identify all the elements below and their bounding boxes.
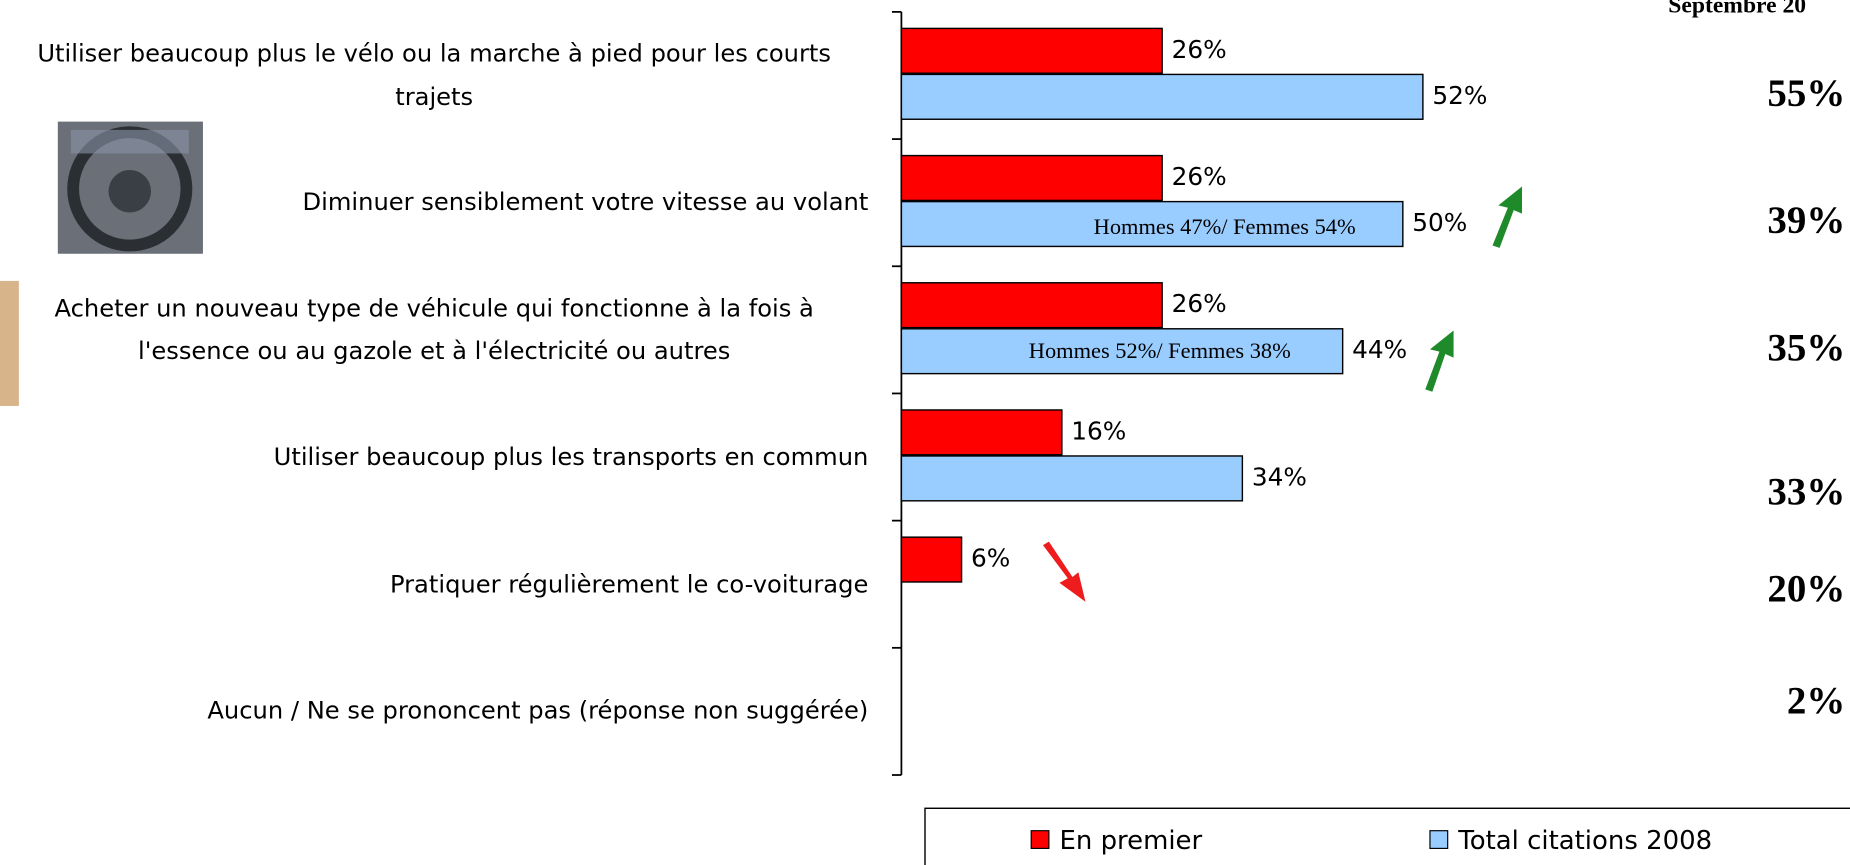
value-label: 6% bbox=[971, 544, 1010, 573]
category-label-wrap: Pratiquer régulièrement le co-voiturage bbox=[0, 521, 880, 648]
category-label-box: Aucun / Ne se prononcent pas (réponse no… bbox=[0, 648, 880, 775]
bar bbox=[901, 74, 1422, 119]
comparison-value: 39% bbox=[1767, 199, 1845, 242]
bar bbox=[901, 537, 961, 582]
category-label-wrap: Diminuer sensiblement votre vitesse au v… bbox=[0, 139, 880, 266]
value-label: 26% bbox=[1172, 35, 1227, 64]
category-label: Pratiquer régulièrement le co-voiturage bbox=[390, 562, 880, 606]
bar bbox=[901, 410, 1061, 455]
value-label: 44% bbox=[1352, 335, 1407, 364]
legend-swatch bbox=[1430, 831, 1448, 849]
bar bbox=[901, 28, 1162, 73]
value-label: 52% bbox=[1432, 81, 1487, 110]
category-label: Utiliser beaucoup plus le vélo ou la mar… bbox=[0, 32, 880, 119]
legend-label: Total citations 2008 bbox=[1457, 826, 1712, 856]
bar bbox=[901, 283, 1162, 328]
category-label-wrap: Acheter un nouveau type de véhicule qui … bbox=[0, 266, 880, 393]
category-label: Utiliser beaucoup plus les transports en… bbox=[274, 435, 881, 479]
category-label-wrap: Utiliser beaucoup plus les transports en… bbox=[0, 393, 880, 520]
bar bbox=[901, 156, 1162, 201]
category-label-box: Pratiquer régulièrement le co-voiturage bbox=[0, 521, 880, 648]
category-label: Acheter un nouveau type de véhicule qui … bbox=[0, 286, 880, 373]
value-label: 26% bbox=[1172, 162, 1227, 191]
category-label-box: Utiliser beaucoup plus le vélo ou la mar… bbox=[0, 12, 880, 139]
category-label-box: Acheter un nouveau type de véhicule qui … bbox=[0, 266, 880, 393]
bar bbox=[901, 456, 1242, 501]
value-label: 16% bbox=[1071, 416, 1126, 445]
category-label-wrap: Aucun / Ne se prononcent pas (réponse no… bbox=[0, 648, 880, 775]
annotation: Hommes 47%/ Femmes 54% bbox=[1094, 214, 1356, 239]
comparison-value: 35% bbox=[1767, 327, 1845, 370]
value-label: 26% bbox=[1172, 289, 1227, 318]
category-label: Aucun / Ne se prononcent pas (réponse no… bbox=[207, 690, 880, 734]
comparison-value: 55% bbox=[1767, 72, 1845, 115]
comparison-value: 2% bbox=[1787, 679, 1845, 722]
value-label: 34% bbox=[1252, 462, 1307, 491]
chart: Septembre 20 Utiliser beaucoup plus le v… bbox=[0, 0, 1850, 865]
category-label-box: Utiliser beaucoup plus les transports en… bbox=[0, 393, 880, 520]
category-label-wrap: Utiliser beaucoup plus le vélo ou la mar… bbox=[0, 12, 880, 139]
category-label-box: Diminuer sensiblement votre vitesse au v… bbox=[0, 139, 880, 266]
category-label: Diminuer sensiblement votre vitesse au v… bbox=[302, 181, 880, 225]
legend-label: En premier bbox=[1060, 826, 1203, 856]
value-label: 50% bbox=[1412, 208, 1467, 237]
comparison-value: 20% bbox=[1767, 567, 1845, 610]
comparison-value: 33% bbox=[1767, 471, 1845, 514]
annotation: Hommes 52%/ Femmes 38% bbox=[1029, 338, 1291, 363]
comparison-title: Septembre 20 bbox=[1668, 0, 1806, 19]
legend-swatch bbox=[1031, 831, 1049, 849]
